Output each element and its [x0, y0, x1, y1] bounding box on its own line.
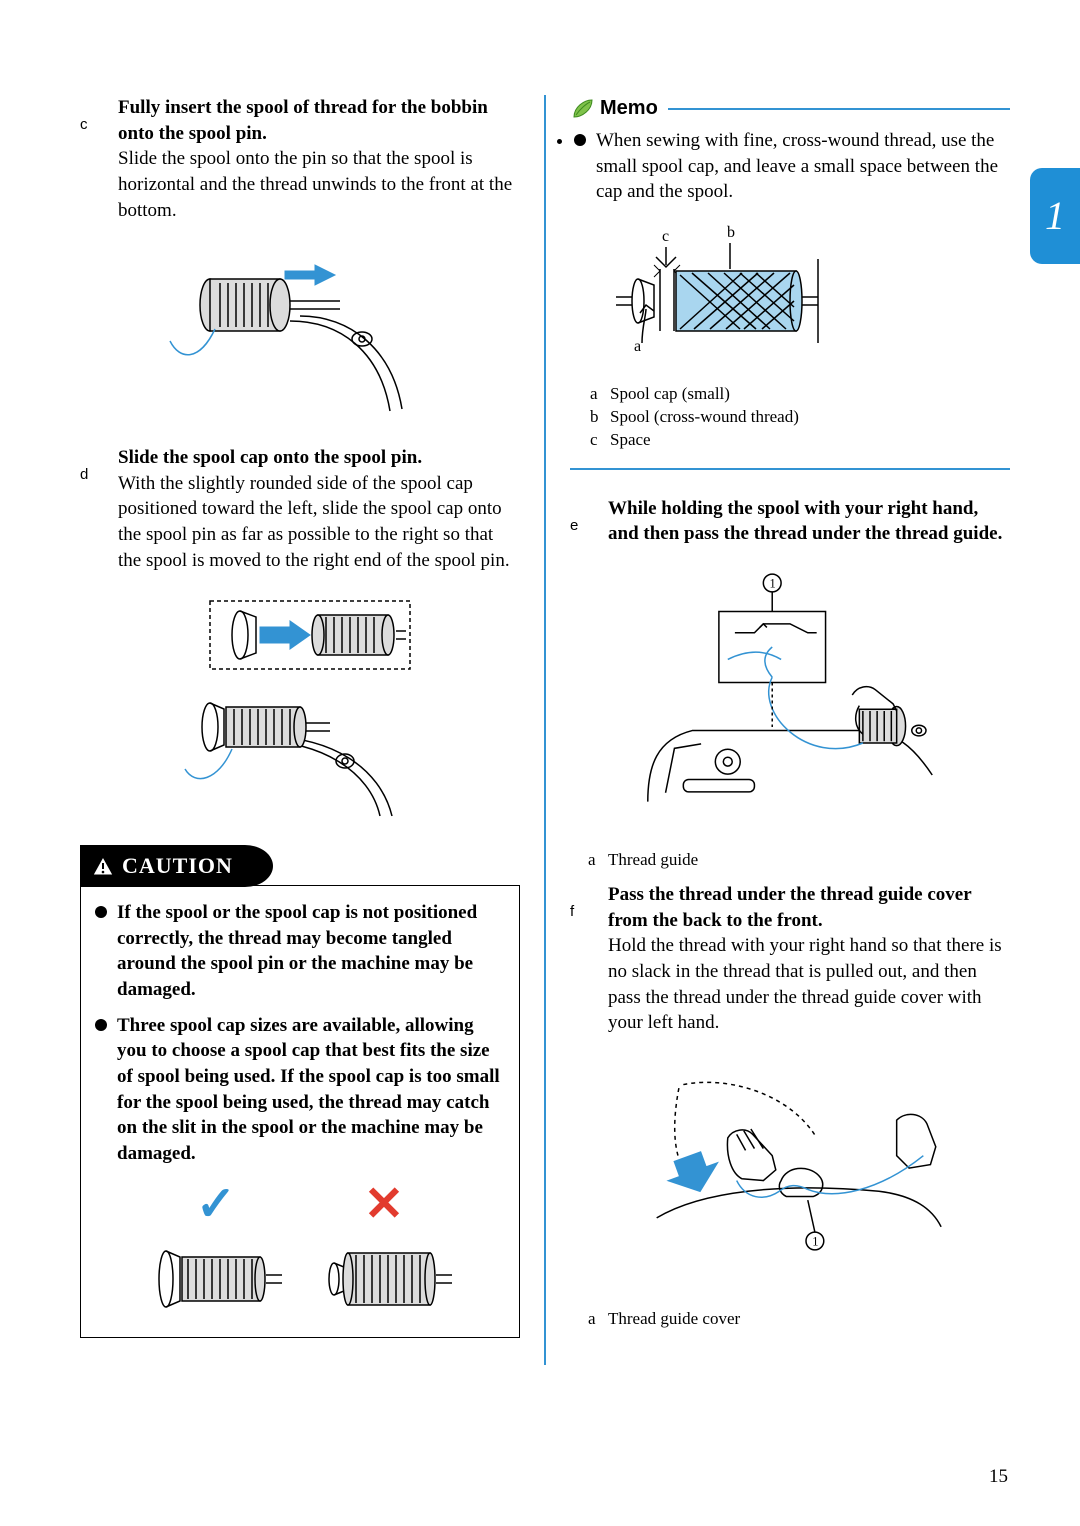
caution-item: Three spool cap sizes are available, all…	[95, 1013, 505, 1167]
legend-value: Spool cap (small)	[610, 383, 730, 406]
step-letter: c	[80, 115, 88, 135]
memo-section: Memo When sewing with fine, cross-wound …	[570, 95, 1010, 470]
step-title: Fully insert the spool of thread for the…	[118, 95, 520, 146]
caution-label: CAUTION	[122, 851, 233, 881]
figure-thread-guide-cover: 1	[570, 1054, 1010, 1284]
memo-leaf-icon	[570, 97, 594, 121]
legend-value: Space	[610, 429, 651, 452]
legend-key: c	[590, 429, 610, 452]
svg-text:1: 1	[812, 1234, 818, 1248]
caution-incorrect: ✕	[314, 1181, 454, 1319]
page-number: 15	[989, 1464, 1008, 1490]
caution-correct: ✓	[146, 1181, 286, 1319]
diagram-thread-guide-cover-icon: 1	[630, 1054, 950, 1284]
memo-header: Memo	[570, 95, 1010, 122]
memo-legend: aSpool cap (small) bSpool (cross-wound t…	[590, 383, 1006, 452]
caution-banner: CAUTION	[80, 845, 273, 887]
memo-rule-bottom	[570, 468, 1010, 470]
caution-box: If the spool or the spool cap is not pos…	[80, 885, 520, 1337]
step-title: Slide the spool cap onto the spool pin.	[118, 445, 520, 471]
step-body: With the slightly rounded side of the sp…	[118, 471, 520, 574]
step-title: While holding the spool with your right …	[608, 496, 1010, 547]
svg-text:1: 1	[770, 576, 776, 590]
legend-key: a	[588, 1308, 608, 1331]
legend-value: Thread guide cover	[608, 1308, 740, 1331]
svg-text:b: b	[727, 224, 735, 241]
diagram-spool-cap-icon	[140, 591, 460, 821]
column-divider	[544, 95, 546, 1365]
caution-item: If the spool or the spool cap is not pos…	[95, 900, 505, 1003]
step-letter: e	[570, 516, 578, 536]
caution-figure: ✓	[95, 1181, 505, 1319]
memo-rule-top	[668, 108, 1010, 110]
memo-item: When sewing with fine, cross-wound threa…	[574, 128, 1006, 205]
step-body: Slide the spool onto the pin so that the…	[118, 146, 520, 223]
cross-icon: ✕	[314, 1181, 454, 1229]
caution-section: CAUTION If the spool or the spool cap is…	[80, 845, 520, 1337]
step-c: c Fully insert the spool of thread for t…	[80, 95, 520, 223]
legend-key: a	[588, 849, 608, 872]
legend-step-f: aThread guide cover	[588, 1308, 1010, 1331]
side-tab-number: 1	[1045, 189, 1065, 243]
legend-step-e: aThread guide	[588, 849, 1010, 872]
legend-value: Spool (cross-wound thread)	[610, 406, 799, 429]
warning-triangle-icon	[92, 855, 114, 877]
figure-thread-guide: 1	[570, 565, 1010, 825]
two-column-layout: c Fully insert the spool of thread for t…	[80, 95, 1010, 1486]
check-icon: ✓	[146, 1181, 286, 1229]
step-title: Pass the thread under the thread guide c…	[608, 882, 1010, 933]
legend-key: b	[590, 406, 610, 429]
left-column: c Fully insert the spool of thread for t…	[80, 95, 520, 1486]
legend-key: a	[590, 383, 610, 406]
diagram-spool-insert-icon	[140, 241, 460, 421]
step-body: Hold the thread with your right hand so …	[608, 933, 1010, 1036]
right-column: Memo When sewing with fine, cross-wound …	[570, 95, 1010, 1486]
memo-figure: c b a	[602, 219, 1006, 369]
step-letter: d	[80, 465, 88, 485]
chapter-side-tab: 1	[1030, 168, 1080, 264]
figure-spool-cap	[80, 591, 520, 821]
memo-title: Memo	[600, 95, 658, 122]
step-e: e While holding the spool with your righ…	[570, 496, 1010, 547]
page: 1 c Fully insert the spool of thread for…	[0, 0, 1080, 1526]
svg-text:a: a	[634, 338, 641, 355]
step-f: f Pass the thread under the thread guide…	[570, 882, 1010, 1036]
step-d: d Slide the spool cap onto the spool pin…	[80, 445, 520, 573]
diagram-thread-guide-icon: 1	[630, 565, 950, 825]
legend-value: Thread guide	[608, 849, 698, 872]
memo-box: When sewing with fine, cross-wound threa…	[570, 126, 1010, 460]
svg-text:c: c	[662, 228, 669, 245]
step-letter: f	[570, 902, 574, 922]
figure-spool-on-pin	[80, 241, 520, 421]
